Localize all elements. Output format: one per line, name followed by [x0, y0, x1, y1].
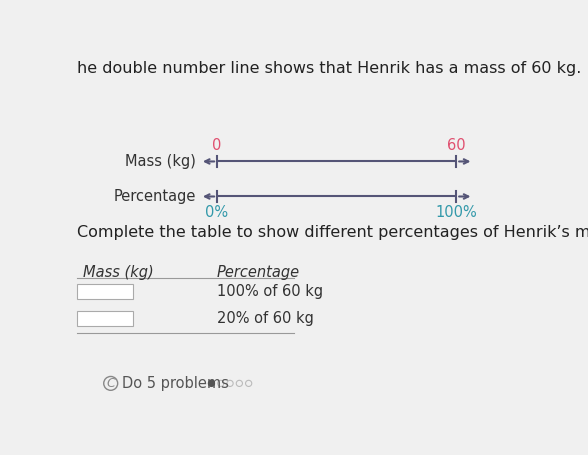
Text: Mass (kg): Mass (kg)	[125, 154, 196, 169]
Text: 0: 0	[212, 138, 222, 153]
Text: C: C	[106, 377, 115, 390]
Text: Percentage: Percentage	[217, 265, 300, 280]
Text: he double number line shows that Henrik has a mass of 60 kg.: he double number line shows that Henrik …	[78, 61, 582, 76]
Circle shape	[208, 380, 215, 386]
Text: Percentage: Percentage	[113, 189, 196, 204]
Text: 0%: 0%	[205, 205, 229, 220]
Text: 100% of 60 kg: 100% of 60 kg	[217, 284, 323, 299]
Text: Mass (kg): Mass (kg)	[83, 265, 154, 280]
Bar	[78, 284, 133, 299]
Text: 60: 60	[447, 138, 466, 153]
Text: 20% of 60 kg: 20% of 60 kg	[217, 311, 314, 326]
Text: 100%: 100%	[435, 205, 477, 220]
Bar	[78, 311, 133, 326]
Text: Complete the table to show different percentages of Henrik’s mass.: Complete the table to show different per…	[78, 224, 588, 239]
Text: Do 5 problems: Do 5 problems	[122, 376, 228, 391]
